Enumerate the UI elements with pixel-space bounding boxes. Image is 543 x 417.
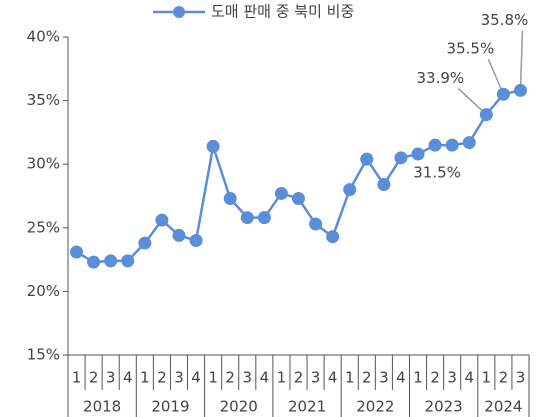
point — [189, 234, 203, 248]
year-label: 2023 — [425, 398, 463, 416]
point — [513, 83, 527, 97]
point — [343, 183, 357, 197]
x-tick-label: 2 — [294, 369, 304, 387]
data-label: 35.5% — [447, 40, 495, 58]
x-tick-label: 4 — [191, 369, 201, 387]
x-tick-label: 4 — [396, 369, 406, 387]
year-label: 2024 — [484, 398, 522, 416]
year-label: 2019 — [151, 398, 189, 416]
point — [104, 254, 118, 268]
year-label: 2018 — [83, 398, 121, 416]
x-tick-label: 3 — [106, 369, 116, 387]
point — [411, 147, 425, 161]
x-tick-label: 3 — [447, 369, 457, 387]
data-label: 33.9% — [416, 69, 464, 87]
point — [155, 213, 169, 227]
point — [462, 136, 476, 150]
x-tick-label: 4 — [260, 369, 270, 387]
point — [445, 138, 459, 152]
point — [428, 138, 442, 152]
point — [70, 245, 84, 259]
point — [394, 151, 408, 165]
point — [360, 152, 374, 166]
x-tick-label: 2 — [362, 369, 372, 387]
point — [292, 192, 305, 206]
x-tick-label: 1 — [140, 369, 150, 387]
point — [326, 230, 340, 244]
x-tick-label: 3 — [174, 369, 184, 387]
x-tick-label: 1 — [482, 369, 492, 387]
x-tick-label: 1 — [208, 369, 218, 387]
y-tick-label: 15% — [27, 346, 60, 364]
data-label: 31.5% — [413, 164, 461, 182]
point — [496, 87, 510, 101]
x-tick-label: 3 — [516, 369, 526, 387]
x-tick-label: 4 — [464, 369, 474, 387]
year-label: 2020 — [220, 398, 258, 416]
x-tick-label: 2 — [430, 369, 440, 387]
x-tick-label: 3 — [243, 369, 253, 387]
point — [240, 211, 254, 225]
y-tick-label: 25% — [27, 218, 60, 236]
y-tick-label: 40% — [27, 28, 60, 46]
point — [138, 236, 152, 250]
x-tick-label: 1 — [413, 369, 423, 387]
x-tick-label: 1 — [72, 369, 82, 387]
x-tick-label: 4 — [328, 369, 338, 387]
year-label: 2022 — [356, 398, 394, 416]
data-label: 35.8% — [481, 11, 529, 29]
point — [309, 217, 323, 231]
point — [257, 211, 271, 225]
x-tick-label: 2 — [157, 369, 167, 387]
point — [206, 139, 220, 153]
x-tick-label: 2 — [499, 369, 509, 387]
y-tick-label: 30% — [27, 155, 60, 173]
point — [274, 186, 288, 200]
legend-marker — [173, 6, 185, 18]
x-tick-label: 3 — [311, 369, 321, 387]
x-tick-label: 1 — [277, 369, 287, 387]
x-tick-label: 1 — [345, 369, 355, 387]
point — [479, 108, 493, 122]
point — [87, 255, 101, 269]
y-tick-label: 35% — [27, 91, 60, 109]
x-tick-label: 3 — [379, 369, 389, 387]
y-tick-label: 20% — [27, 282, 60, 300]
leader-line — [519, 30, 524, 91]
point — [377, 178, 391, 192]
point — [223, 192, 237, 206]
year-label: 2021 — [288, 398, 326, 416]
legend-label: 도매 판매 중 북미 비중 — [211, 3, 354, 21]
x-tick-label: 4 — [123, 369, 133, 387]
x-tick-label: 2 — [225, 369, 235, 387]
x-tick-label: 2 — [89, 369, 99, 387]
point — [172, 228, 186, 242]
point — [121, 254, 135, 268]
